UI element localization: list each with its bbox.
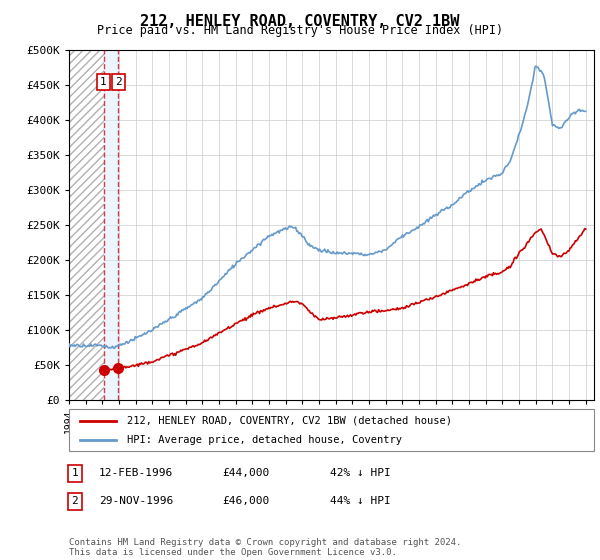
Text: £46,000: £46,000 xyxy=(222,496,269,506)
Bar xyxy=(69,50,104,400)
Text: 29-NOV-1996: 29-NOV-1996 xyxy=(99,496,173,506)
Text: 1: 1 xyxy=(100,77,107,87)
Bar xyxy=(104,50,118,400)
Text: 12-FEB-1996: 12-FEB-1996 xyxy=(99,468,173,478)
FancyBboxPatch shape xyxy=(69,409,594,451)
Text: 2: 2 xyxy=(71,496,79,506)
Text: Contains HM Land Registry data © Crown copyright and database right 2024.
This d: Contains HM Land Registry data © Crown c… xyxy=(69,538,461,557)
Text: Price paid vs. HM Land Registry's House Price Index (HPI): Price paid vs. HM Land Registry's House … xyxy=(97,24,503,36)
Text: £44,000: £44,000 xyxy=(222,468,269,478)
Text: 42% ↓ HPI: 42% ↓ HPI xyxy=(330,468,391,478)
Text: 212, HENLEY ROAD, COVENTRY, CV2 1BW: 212, HENLEY ROAD, COVENTRY, CV2 1BW xyxy=(140,14,460,29)
Text: HPI: Average price, detached house, Coventry: HPI: Average price, detached house, Cove… xyxy=(127,435,402,445)
Text: 2: 2 xyxy=(115,77,122,87)
Text: 212, HENLEY ROAD, COVENTRY, CV2 1BW (detached house): 212, HENLEY ROAD, COVENTRY, CV2 1BW (det… xyxy=(127,416,452,426)
Text: 1: 1 xyxy=(71,468,79,478)
Text: 44% ↓ HPI: 44% ↓ HPI xyxy=(330,496,391,506)
